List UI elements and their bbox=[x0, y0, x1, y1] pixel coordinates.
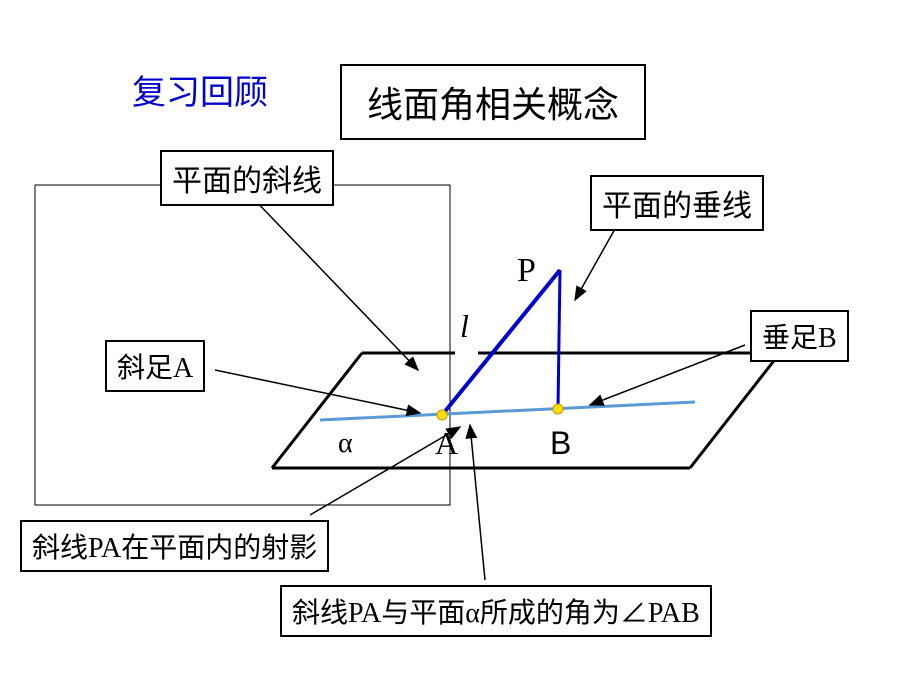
line-l-label: l bbox=[460, 308, 469, 345]
foot-b-label: 垂足B bbox=[750, 310, 849, 362]
review-label: 复习回顾 bbox=[132, 65, 268, 114]
alpha-label: α bbox=[338, 428, 353, 460]
point-a-label: A bbox=[435, 425, 458, 462]
angle-label: 斜线PA与平面α所成的角为∠PAB bbox=[280, 585, 712, 637]
projection-label: 斜线PA在平面内的射影 bbox=[20, 520, 329, 572]
point-p-label: P bbox=[517, 252, 536, 290]
perpendicular-label: 平面的垂线 bbox=[590, 175, 764, 231]
title-box: 线面角相关概念 bbox=[340, 64, 646, 140]
point-b-label: B bbox=[550, 425, 571, 462]
oblique-line-label: 平面的斜线 bbox=[160, 150, 334, 206]
foot-a-label: 斜足A bbox=[105, 340, 205, 392]
